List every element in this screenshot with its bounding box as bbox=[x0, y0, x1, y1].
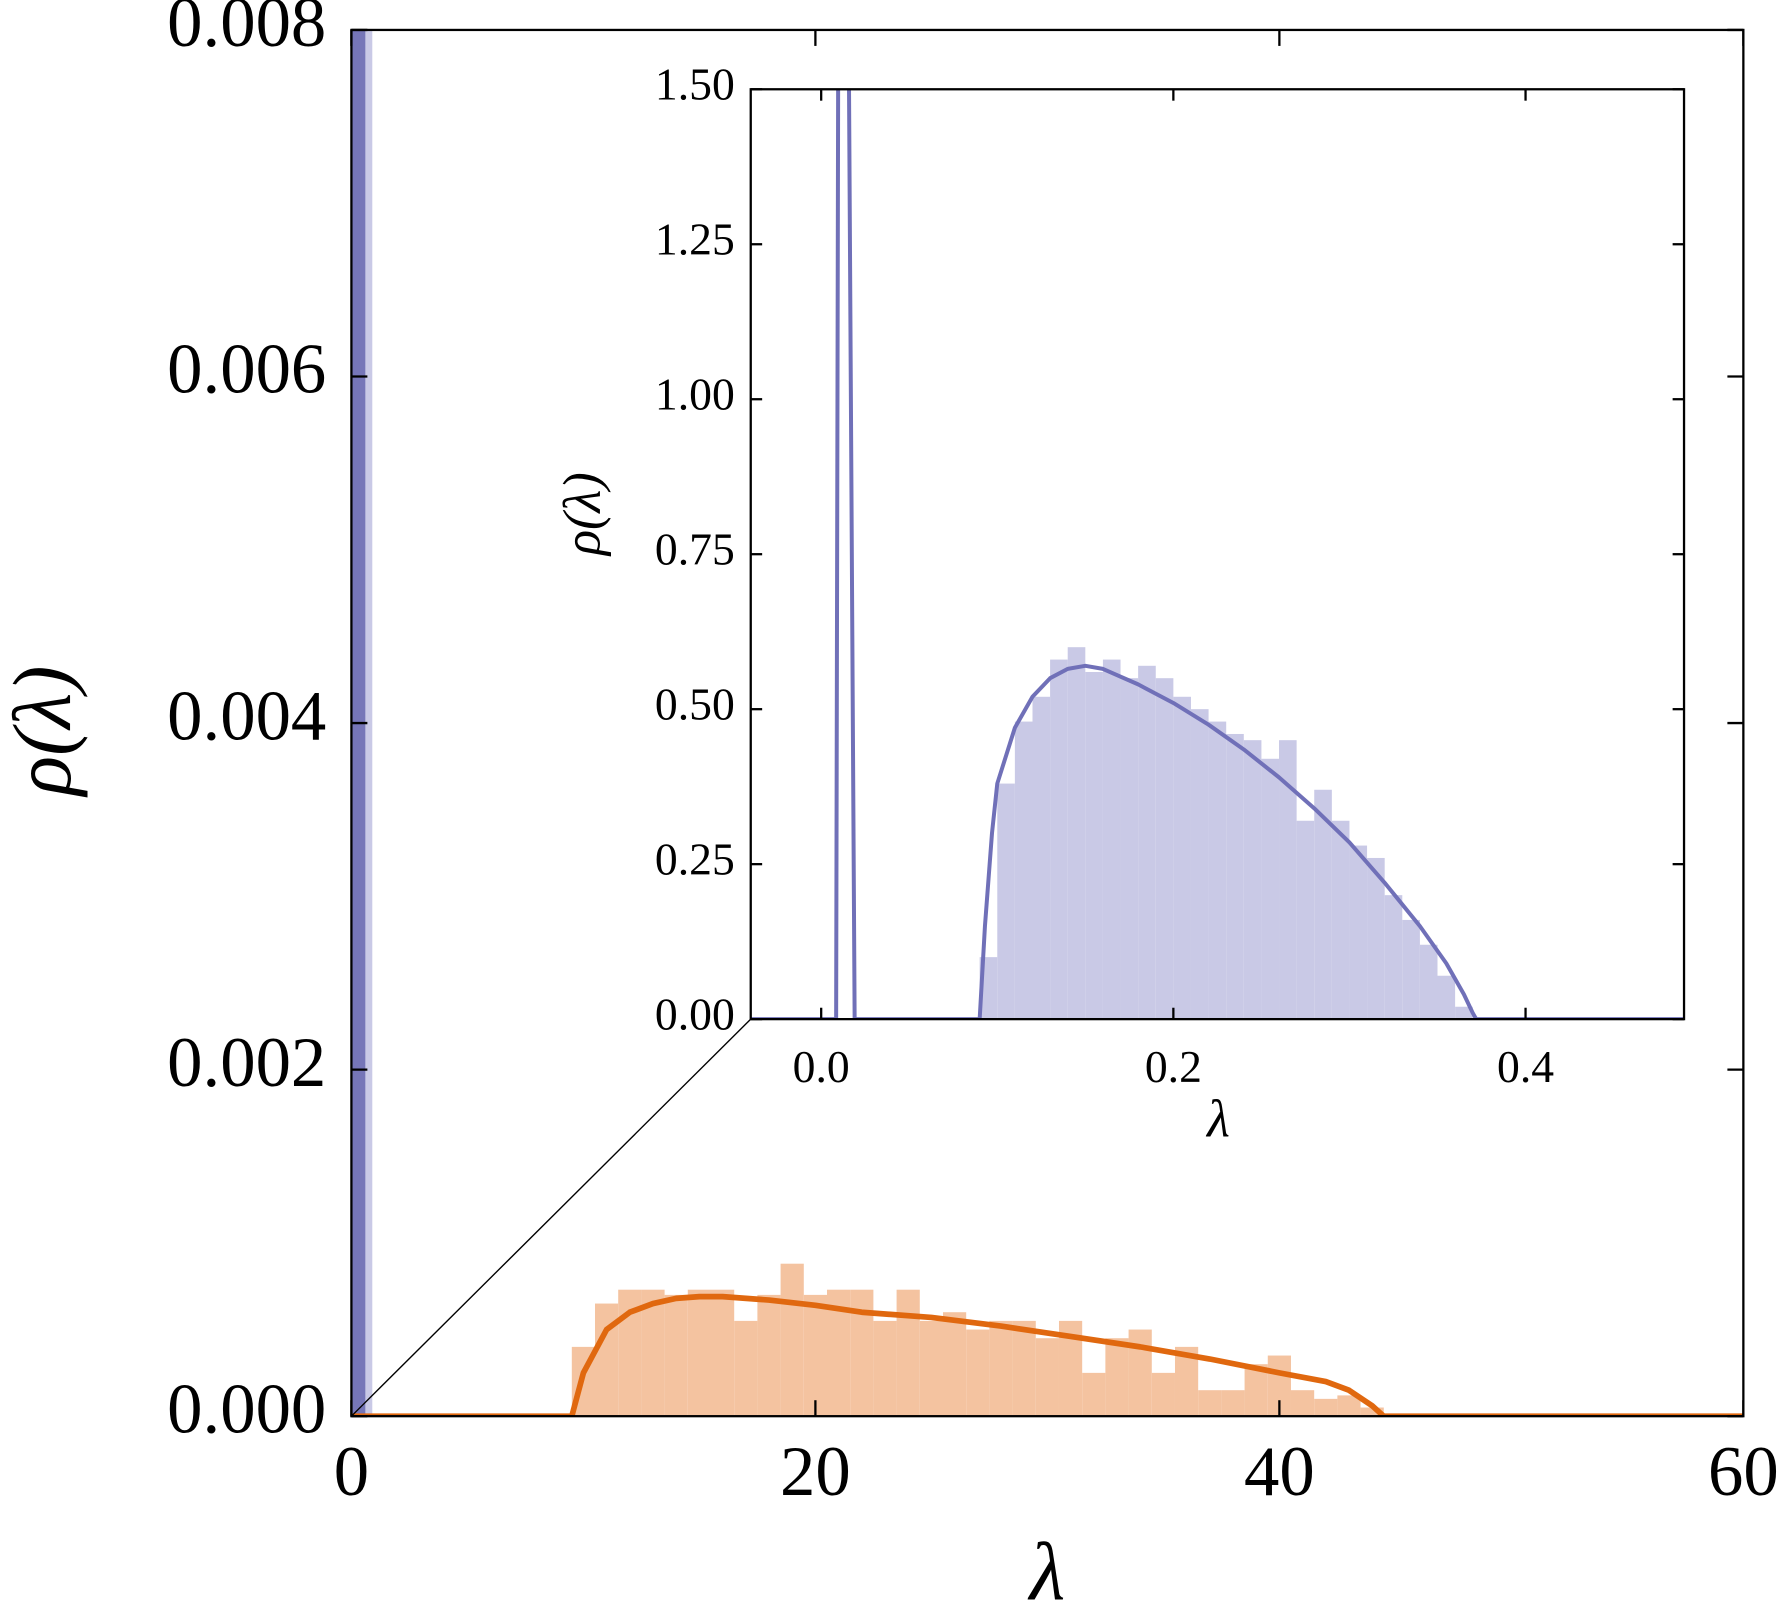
histogram-bar bbox=[1138, 665, 1156, 1020]
histogram-bar bbox=[1243, 740, 1262, 1020]
y-tick-label: 0.006 bbox=[167, 331, 326, 409]
histogram-bar bbox=[1198, 1390, 1222, 1417]
histogram-bar bbox=[850, 1289, 874, 1417]
histogram-bar bbox=[1173, 696, 1191, 1020]
histogram-bar bbox=[1050, 659, 1068, 1020]
histogram-bar bbox=[989, 1320, 1013, 1417]
histogram-bar bbox=[1296, 820, 1315, 1020]
histogram-bar bbox=[780, 1263, 804, 1417]
histogram-bar bbox=[1331, 820, 1350, 1020]
density-curve bbox=[351, 1293, 1744, 1417]
histogram-bar bbox=[1174, 1346, 1199, 1417]
histogram-bar bbox=[757, 1294, 781, 1417]
histogram-bar bbox=[997, 783, 1015, 1020]
x-tick-label: 0.2 bbox=[1145, 1041, 1202, 1092]
histogram-bar bbox=[1032, 696, 1051, 1020]
y-tick-label: 0.00 bbox=[655, 989, 735, 1040]
x-tick-label: 60 bbox=[1708, 1433, 1779, 1511]
histogram-bar bbox=[1360, 1407, 1384, 1417]
y-axis-label: ρ(λ) bbox=[0, 666, 88, 799]
histogram-bar bbox=[1226, 733, 1244, 1020]
x-tick-label: 40 bbox=[1244, 1433, 1315, 1511]
histogram-bar bbox=[1337, 1395, 1361, 1417]
histogram-bar bbox=[1155, 678, 1174, 1020]
histogram-bar bbox=[1082, 1372, 1106, 1417]
density-curve bbox=[750, 89, 1685, 1020]
plot-area bbox=[750, 89, 1685, 1020]
histogram-bar bbox=[710, 1289, 735, 1417]
histogram-bar bbox=[1290, 1390, 1315, 1417]
histogram-bar bbox=[896, 1289, 920, 1417]
histogram-bar bbox=[1437, 975, 1456, 1020]
histogram-bar bbox=[1244, 1364, 1268, 1417]
x-axis-label: λ bbox=[1205, 1090, 1230, 1148]
histogram-bar bbox=[1151, 1372, 1175, 1417]
y-tick-label: 0.008 bbox=[167, 0, 326, 62]
histogram-bar bbox=[1105, 1338, 1129, 1417]
histogram-bar bbox=[595, 1303, 619, 1417]
histogram-bar bbox=[1419, 944, 1438, 1020]
histogram-bar bbox=[1314, 789, 1332, 1020]
y-axis-label: ρ(λ) bbox=[554, 472, 612, 557]
x-tick-label: 0.4 bbox=[1497, 1041, 1554, 1092]
histogram-bar bbox=[641, 1289, 665, 1417]
histogram-bar bbox=[1014, 721, 1033, 1020]
histogram-bar bbox=[351, 29, 366, 1417]
histogram-bar bbox=[1208, 721, 1227, 1020]
histogram-bar bbox=[1190, 709, 1209, 1020]
histogram-bar bbox=[1349, 845, 1368, 1020]
x-tick-label: 0.0 bbox=[793, 1041, 850, 1092]
histogram-bar bbox=[664, 1294, 688, 1417]
histogram-bar bbox=[1085, 671, 1103, 1020]
histogram-bar bbox=[966, 1329, 990, 1417]
histogram-bar bbox=[618, 1289, 642, 1417]
histogram-bar bbox=[1402, 919, 1420, 1020]
histogram-bar bbox=[1035, 1338, 1059, 1417]
histogram-bar bbox=[1221, 1390, 1245, 1417]
x-tick-label: 20 bbox=[780, 1433, 851, 1511]
x-axis-label: λ bbox=[1028, 1526, 1066, 1607]
y-tick-label: 0.75 bbox=[655, 524, 735, 575]
y-tick-label: 0.004 bbox=[167, 677, 326, 755]
histogram-bar bbox=[1128, 1329, 1152, 1417]
histogram-bar bbox=[1120, 678, 1139, 1020]
y-tick-label: 1.50 bbox=[655, 59, 735, 110]
y-tick-label: 0.002 bbox=[167, 1024, 326, 1102]
histogram-bar bbox=[1455, 1006, 1473, 1020]
histogram-bar bbox=[687, 1289, 711, 1417]
y-tick-label: 0.000 bbox=[167, 1370, 326, 1448]
histogram-bar bbox=[1058, 1320, 1083, 1417]
y-tick-label: 0.50 bbox=[655, 679, 735, 730]
histogram-bar bbox=[1261, 758, 1280, 1020]
y-tick-label: 1.25 bbox=[655, 214, 735, 265]
histogram-bar bbox=[1384, 895, 1403, 1020]
x-tick-label: 0 bbox=[334, 1433, 369, 1511]
histogram-bar bbox=[873, 1320, 897, 1417]
zoom-line bbox=[350, 1018, 752, 1417]
histogram-bar bbox=[1067, 647, 1086, 1020]
histogram-bar bbox=[919, 1320, 943, 1417]
histogram-bar bbox=[942, 1312, 967, 1417]
histogram-bar bbox=[734, 1320, 758, 1417]
histogram-bar bbox=[803, 1294, 827, 1417]
histogram-bar bbox=[1012, 1320, 1036, 1417]
histogram-bar bbox=[1279, 740, 1297, 1020]
histogram-bar bbox=[1367, 857, 1385, 1020]
histogram-bar bbox=[826, 1289, 851, 1417]
y-tick-label: 1.00 bbox=[655, 369, 735, 420]
histogram-bar bbox=[1102, 659, 1121, 1020]
y-tick-label: 0.25 bbox=[655, 834, 735, 885]
histogram-bar bbox=[1314, 1398, 1338, 1417]
